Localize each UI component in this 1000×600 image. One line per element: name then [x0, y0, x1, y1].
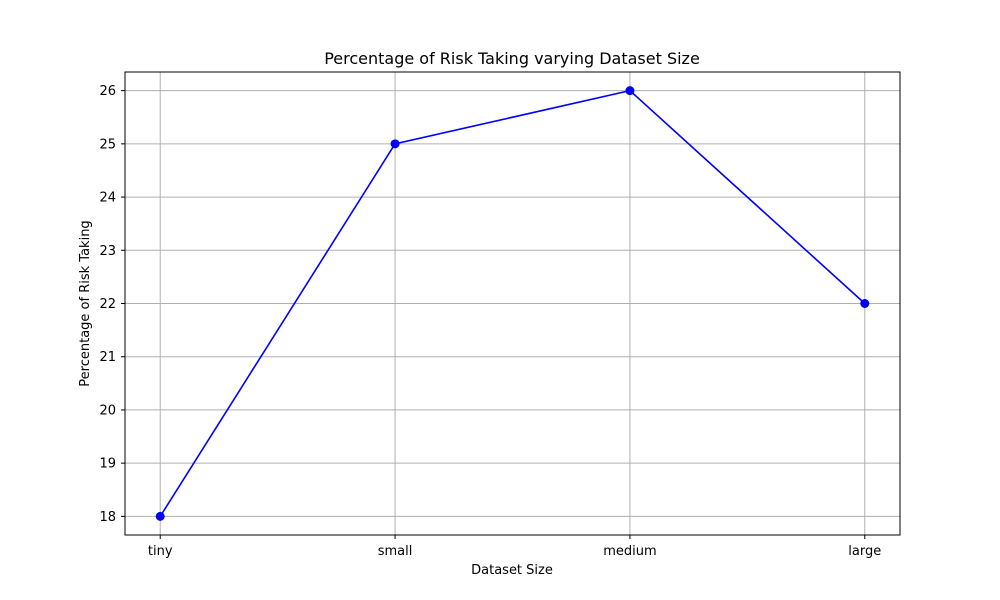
- data-point: [625, 86, 635, 96]
- y-tick-label: 21: [99, 350, 116, 365]
- y-tick-label: 25: [99, 137, 116, 152]
- y-tick-label: 18: [99, 510, 116, 525]
- data-point: [860, 299, 870, 308]
- y-tick-label: 23: [99, 244, 116, 259]
- y-tick-label: 24: [99, 191, 116, 206]
- series-line: [159, 89, 866, 517]
- x-tick-label: tiny: [148, 544, 173, 559]
- x-axis: tiny small medium large: [148, 535, 881, 559]
- y-tick-label: 22: [99, 297, 116, 312]
- x-axis-label: Dataset Size: [471, 563, 553, 578]
- data-point: [390, 139, 400, 149]
- y-axis-label: Percentage of Risk Taking: [78, 220, 93, 386]
- data-point: [155, 511, 165, 521]
- x-tick-label: large: [848, 544, 881, 559]
- series-layer: [155, 86, 870, 521]
- x-tick-label: small: [378, 544, 413, 559]
- y-tick-label: 20: [99, 403, 116, 418]
- y-tick-label: 26: [99, 84, 116, 99]
- grid: [125, 72, 900, 535]
- chart-title: Percentage of Risk Taking varying Datase…: [324, 49, 700, 68]
- y-tick-label: 19: [99, 457, 116, 472]
- y-axis: 18 19 20 21 22 23 24 25 26: [99, 84, 125, 525]
- x-tick-label: medium: [603, 544, 656, 559]
